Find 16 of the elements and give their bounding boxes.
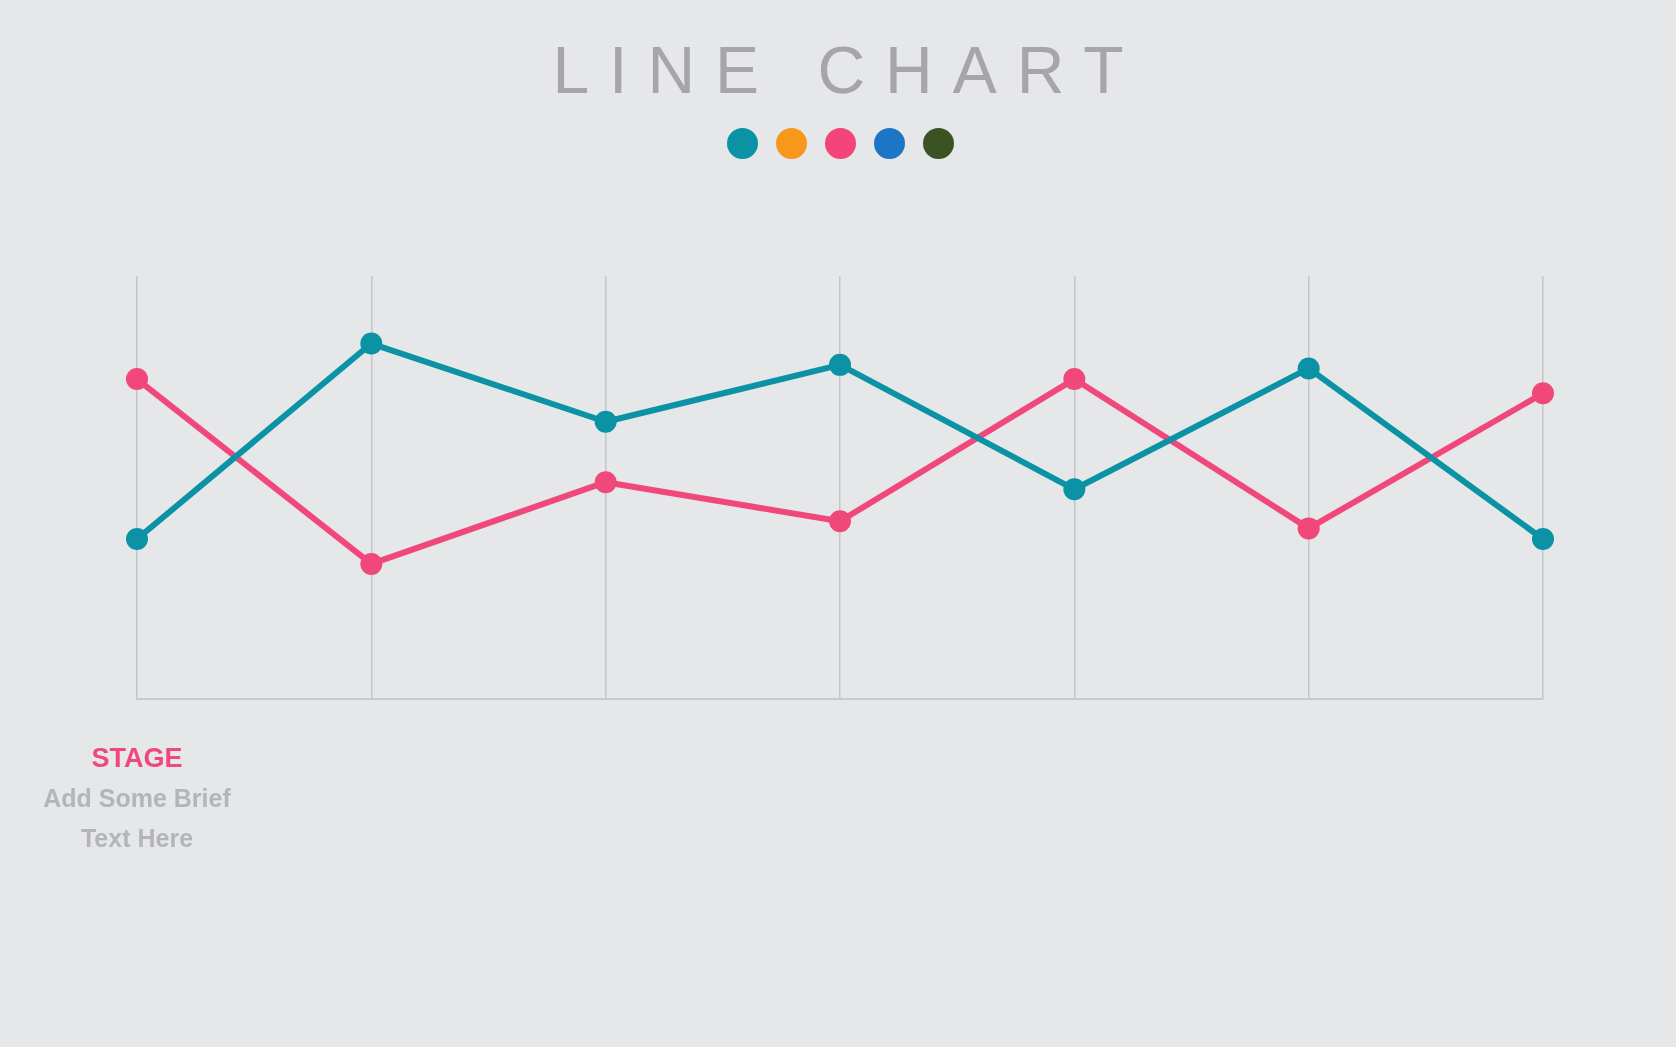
point [594,410,617,433]
point [1532,528,1554,551]
point [360,552,383,575]
text: STAGE [91,743,183,774]
point [829,353,851,376]
point [126,368,148,391]
point [1532,382,1554,405]
point [1063,368,1086,391]
point [1297,357,1320,380]
point [1297,517,1320,540]
point [829,510,851,533]
point [126,528,148,551]
point [360,332,383,355]
point [1063,478,1086,501]
chart-title: LINE CHART [551,33,1145,107]
point [594,471,617,494]
